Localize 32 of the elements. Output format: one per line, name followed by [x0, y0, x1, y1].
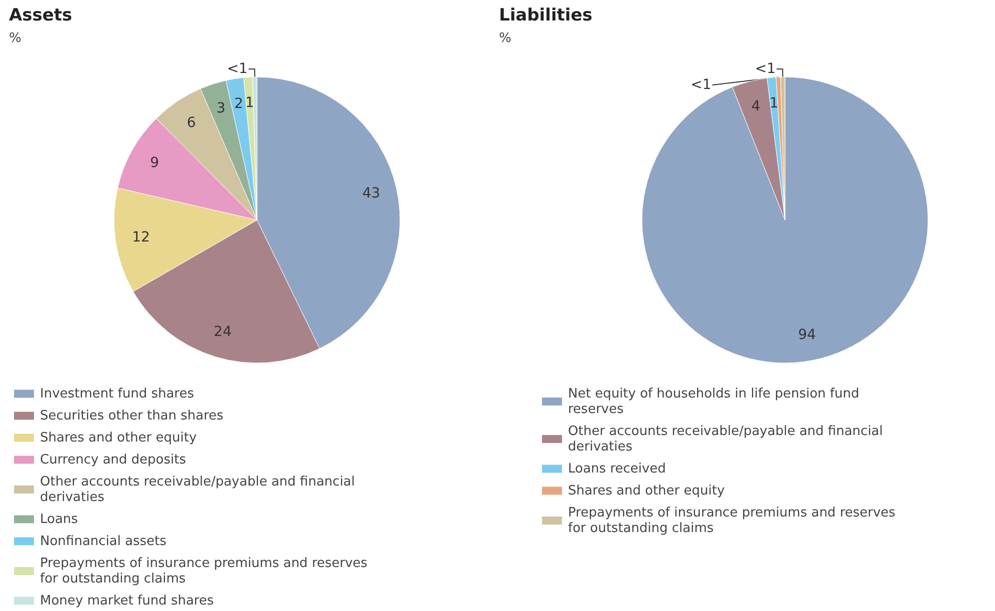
legend-label: Prepayments of insurance premiums and reserves for outstanding claims [40, 556, 372, 586]
legend-label: Nonfinancial assets [40, 534, 167, 549]
legend-label: Investment fund shares [40, 386, 194, 402]
data-label: 2 [234, 96, 244, 112]
data-label: 9 [150, 154, 160, 171]
data-label: 24 [214, 324, 232, 340]
data-label: 94 [798, 327, 816, 344]
data-label: 1 [245, 94, 254, 111]
data-label: 6 [186, 114, 196, 131]
chart-title: Liabilities [499, 6, 592, 26]
legend-label: Loans received [568, 461, 666, 476]
legend-label: Prepayments of insurance premiums and reserves for outstanding claims [568, 505, 900, 536]
legend-label: Shares and other equity [40, 430, 197, 446]
data-label: 12 [132, 229, 150, 246]
legend-label: Loans [40, 512, 78, 527]
chart-title: Assets [9, 6, 72, 26]
data-label: 43 [362, 186, 380, 202]
legend-label: Shares and other equity [568, 483, 725, 498]
chart-subtitle: % [499, 31, 512, 46]
data-label: 3 [216, 100, 226, 116]
data-label: <1 [754, 61, 776, 78]
legend-label: Other accounts receivable/payable and financial derivaties [568, 424, 888, 454]
legend-label: Money market fund shares [40, 593, 214, 608]
legend-label: Currency and deposits [40, 452, 186, 468]
legend-label: Net equity of households in life pension fund reserves [568, 386, 864, 417]
data-label: 4 [751, 98, 760, 114]
data-label: <1 [690, 77, 712, 94]
data-label: 1 [770, 95, 778, 112]
chart-subtitle: % [9, 31, 22, 46]
legend-label: Other accounts receivable/payable and financial derivaties [40, 474, 360, 505]
data-label: <1 [227, 61, 248, 78]
legend-label: Securities other than shares [40, 408, 224, 424]
